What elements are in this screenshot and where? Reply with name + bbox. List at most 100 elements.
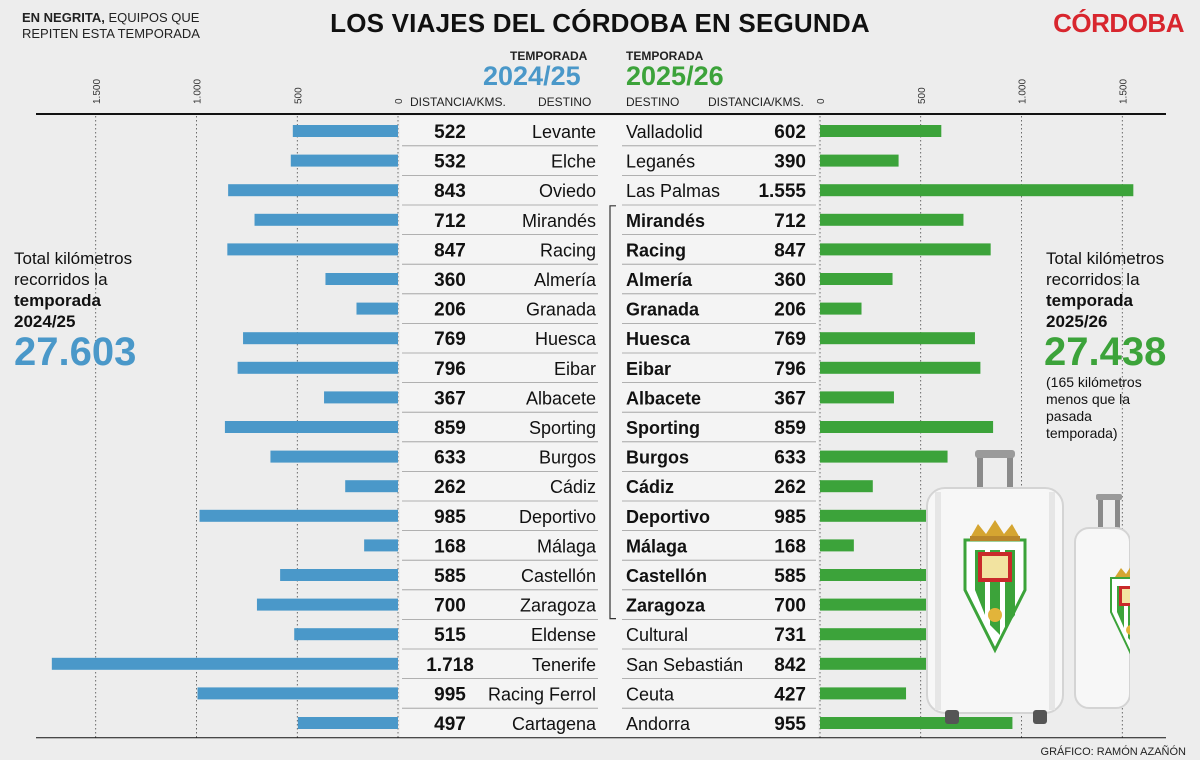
right-destination: Málaga bbox=[626, 536, 688, 556]
right-destination: Almería bbox=[626, 270, 693, 290]
left-destination: Deportivo bbox=[519, 507, 596, 527]
right-total-label: Total kilómetros recorridos la temporada… bbox=[1046, 248, 1164, 332]
left-km-label: 522 bbox=[434, 122, 466, 143]
right-km-label: 796 bbox=[774, 359, 806, 380]
right-km-label: 367 bbox=[774, 388, 806, 409]
bar-2025-26 bbox=[820, 480, 873, 493]
right-km-label: 390 bbox=[774, 152, 806, 173]
right-tick-label: 1.000 bbox=[1018, 79, 1029, 104]
left-km-label: 712 bbox=[434, 211, 466, 232]
left-season: 2024/25 bbox=[483, 61, 581, 91]
left-km-label: 985 bbox=[434, 507, 466, 528]
right-note-3: pasada bbox=[1046, 408, 1092, 424]
bar-2024-25 bbox=[356, 302, 398, 315]
right-km-label: 633 bbox=[774, 448, 806, 469]
repeat-bracket bbox=[609, 205, 616, 620]
bar-2025-26 bbox=[820, 243, 991, 256]
left-km-label: 769 bbox=[434, 329, 466, 350]
right-col-dest: DESTINO bbox=[626, 95, 680, 109]
right-tick-label: 0 bbox=[816, 98, 827, 104]
bar-2024-25 bbox=[243, 332, 398, 345]
bar-2024-25 bbox=[270, 450, 398, 463]
bar-2025-26 bbox=[820, 154, 899, 167]
small-suitcase-icon bbox=[1074, 494, 1130, 709]
left-tick-label: 0 bbox=[394, 98, 405, 104]
right-km-label: 360 bbox=[774, 270, 806, 291]
note-rest-2: REPITEN ESTA TEMPORADA bbox=[22, 26, 200, 41]
bar-2025-26 bbox=[820, 184, 1134, 197]
table-background bbox=[400, 116, 818, 738]
left-km-label: 367 bbox=[434, 388, 466, 409]
left-destination: Almería bbox=[534, 270, 597, 290]
bar-2024-25 bbox=[290, 154, 398, 167]
bar-2024-25 bbox=[227, 243, 398, 256]
bar-2025-26 bbox=[820, 273, 893, 285]
right-km-label: 731 bbox=[774, 625, 806, 646]
right-km-label: 955 bbox=[774, 714, 806, 735]
left-km-label: 847 bbox=[434, 240, 466, 261]
right-destination: Leganés bbox=[626, 152, 695, 172]
left-km-label: 585 bbox=[434, 566, 466, 587]
left-destination: Granada bbox=[526, 300, 597, 320]
right-destination: Mirandés bbox=[626, 211, 705, 231]
right-destination: Albacete bbox=[626, 388, 701, 408]
left-destination: Albacete bbox=[526, 388, 596, 408]
bar-2024-25 bbox=[256, 598, 398, 611]
left-tick-label: 1.000 bbox=[193, 79, 204, 104]
right-destination: Castellón bbox=[626, 566, 707, 586]
right-total-line1: Total kilómetros bbox=[1046, 249, 1165, 268]
bar-2024-25 bbox=[254, 213, 398, 226]
left-km-label: 515 bbox=[434, 625, 466, 646]
suitcases-illustration bbox=[926, 450, 1130, 724]
left-total-line2: recorridos la bbox=[14, 270, 108, 289]
right-km-label: 585 bbox=[774, 566, 806, 587]
left-destination: Elche bbox=[551, 152, 596, 172]
bar-2025-26 bbox=[820, 450, 948, 463]
right-season-tag: TEMPORADA bbox=[626, 49, 704, 63]
bar-2025-26 bbox=[820, 391, 894, 404]
right-destination: Zaragoza bbox=[626, 596, 706, 616]
bar-2024-25 bbox=[197, 687, 398, 700]
right-tick-label: 500 bbox=[917, 87, 928, 104]
left-km-label: 859 bbox=[434, 418, 466, 439]
right-destination: Deportivo bbox=[626, 507, 710, 527]
right-destination: Burgos bbox=[626, 448, 689, 468]
left-km-label: 206 bbox=[434, 300, 466, 321]
right-km-label: 168 bbox=[774, 536, 806, 557]
right-total-line3: temporada bbox=[1046, 291, 1133, 310]
bar-2024-25 bbox=[292, 125, 398, 137]
brand-logo: CÓRDOBA bbox=[1053, 8, 1184, 38]
right-destination: Las Palmas bbox=[626, 181, 720, 201]
left-destination: Mirandés bbox=[522, 211, 596, 231]
left-km-label: 633 bbox=[434, 448, 466, 469]
bar-2025-26 bbox=[820, 361, 981, 374]
right-km-label: 262 bbox=[774, 477, 806, 498]
right-km-label: 769 bbox=[774, 329, 806, 350]
note-bold: EN NEGRITA, bbox=[22, 10, 105, 25]
right-destination: Granada bbox=[626, 300, 700, 320]
left-km-label: 796 bbox=[434, 359, 466, 380]
left-total-label: Total kilómetros recorridos la temporada… bbox=[14, 248, 132, 332]
bar-2024-25 bbox=[228, 184, 398, 197]
bar-2024-25 bbox=[280, 569, 398, 581]
right-col-distance: DISTANCIA/KMS. bbox=[708, 95, 804, 109]
left-destination: Eldense bbox=[531, 625, 596, 645]
left-km-label: 843 bbox=[434, 181, 466, 202]
right-total-note: (165 kilómetros menos que la pasada temp… bbox=[1046, 374, 1142, 442]
header-rule bbox=[36, 113, 1166, 115]
left-km-label: 497 bbox=[434, 714, 466, 735]
right-km-label: 847 bbox=[774, 240, 806, 261]
cordoba-crest-small-icon bbox=[1110, 567, 1130, 655]
left-km-label: 262 bbox=[434, 477, 466, 498]
left-km-label: 168 bbox=[434, 536, 466, 557]
left-total-line4: 2024/25 bbox=[14, 312, 76, 331]
right-total-line2: recorridos la bbox=[1046, 270, 1140, 289]
bar-2024-25 bbox=[237, 361, 398, 374]
bar-2025-26 bbox=[820, 302, 862, 315]
bar-2024-25 bbox=[294, 628, 398, 641]
left-destination: Racing bbox=[540, 240, 596, 260]
right-km-label: 206 bbox=[774, 300, 806, 321]
left-km-label: 700 bbox=[434, 596, 466, 617]
left-destination: Levante bbox=[532, 122, 596, 142]
right-km-label: 1.555 bbox=[758, 181, 806, 202]
